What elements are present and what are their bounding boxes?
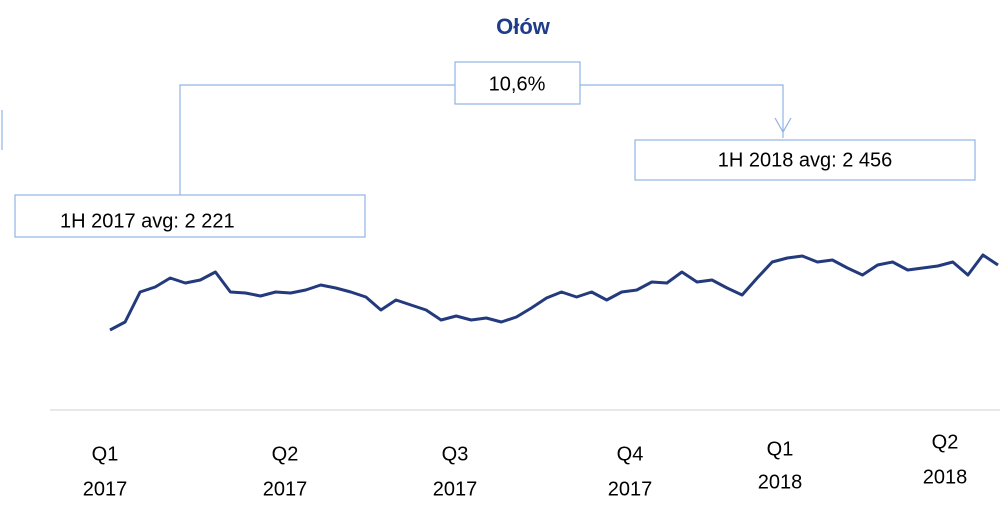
price-line	[109, 253, 999, 332]
arrow-head	[774, 117, 792, 134]
x-tick-label: Q2	[932, 431, 959, 453]
x-tick-label: Q2	[272, 443, 299, 465]
x-tick-label: 2018	[758, 471, 803, 493]
x-tick-label: Q1	[92, 443, 119, 465]
x-tick-label: 2017	[263, 478, 308, 500]
chart-title: Ołów	[496, 14, 551, 39]
x-tick-label: 2017	[433, 478, 478, 500]
connector	[580, 84, 784, 138]
x-tick-label: Q4	[617, 443, 644, 465]
avg-box	[634, 139, 976, 181]
annotation: 10,6%	[489, 73, 546, 95]
x-tick-label: 2018	[923, 466, 968, 488]
annotation: 1H 2018 avg: 2 456	[718, 149, 893, 171]
avg-box	[14, 194, 366, 238]
connector	[179, 84, 455, 195]
change-box	[454, 61, 581, 105]
x-tick-label: Q3	[442, 443, 469, 465]
x-tick-label: Q1	[767, 438, 794, 460]
x-tick-label: 2017	[608, 478, 653, 500]
x-tick-label: 2017	[83, 478, 128, 500]
annotation: 1H 2017 avg: 2 221	[60, 210, 235, 232]
